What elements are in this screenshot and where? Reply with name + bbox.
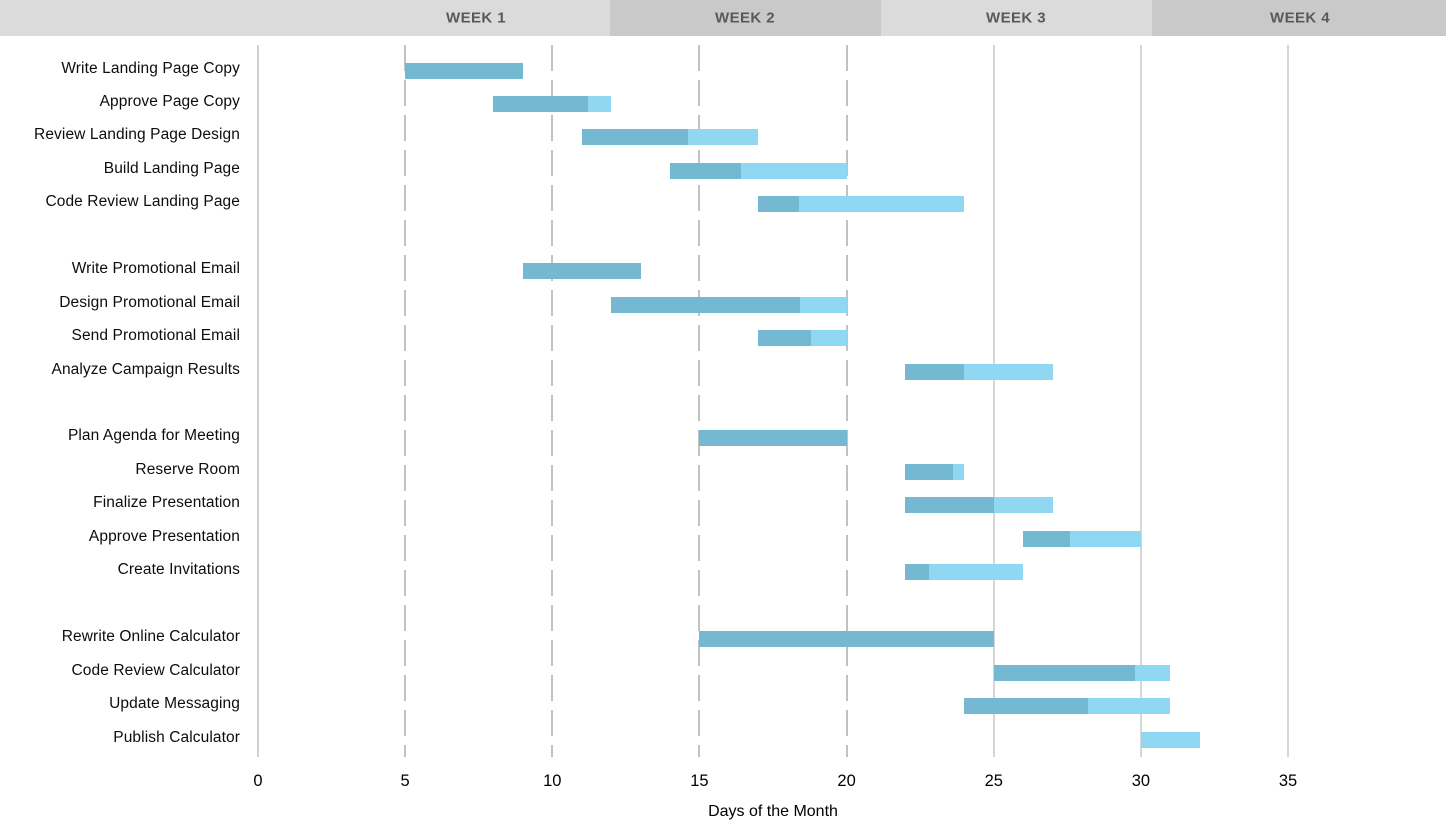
gridline-day-20 xyxy=(845,45,848,757)
week-header: WEEK 1 WEEK 2 WEEK 3 WEEK 4 xyxy=(0,0,1446,36)
task-label: Finalize Presentation xyxy=(93,494,240,512)
task-label: Plan Agenda for Meeting xyxy=(67,427,240,445)
task-bar-remaining xyxy=(799,196,965,213)
week-2-section xyxy=(610,0,881,36)
task-bar-remaining xyxy=(928,564,1024,581)
task-bar xyxy=(905,497,1053,514)
task-bar-complete xyxy=(699,430,847,447)
task-bar-remaining xyxy=(587,95,612,112)
task-bar-complete xyxy=(905,497,994,514)
gridline-day-30 xyxy=(1139,45,1142,757)
task-bar-remaining xyxy=(964,363,1053,380)
task-bar xyxy=(611,296,847,313)
week-1-section xyxy=(0,0,610,36)
gridline-day-35 xyxy=(1287,45,1290,757)
task-label: Approve Presentation xyxy=(88,527,240,545)
task-bar-remaining xyxy=(993,497,1053,514)
week-4-section xyxy=(1152,0,1446,36)
task-bar-complete xyxy=(964,698,1088,715)
task-label: Approve Page Copy xyxy=(99,92,240,110)
task-bar xyxy=(522,263,641,280)
task-bar xyxy=(1023,530,1141,547)
task-bar-remaining xyxy=(687,129,759,146)
task-bar xyxy=(758,196,965,213)
task-label: Update Messaging xyxy=(109,695,240,713)
task-bar-complete xyxy=(993,664,1135,681)
task-bar-complete xyxy=(493,95,588,112)
task-label: Create Invitations xyxy=(117,561,240,579)
task-label: Write Landing Page Copy xyxy=(61,59,240,77)
task-bar-complete xyxy=(670,162,741,179)
x-axis-tick-label: 5 xyxy=(400,772,410,790)
task-label: Build Landing Page xyxy=(103,159,240,177)
task-bar xyxy=(905,363,1053,380)
x-axis-tick-label: 20 xyxy=(837,772,856,790)
task-bar-complete xyxy=(758,196,800,213)
week-4-label: WEEK 4 xyxy=(1270,9,1330,27)
task-bar-complete xyxy=(905,363,965,380)
task-bar xyxy=(1140,731,1200,748)
task-bar-remaining xyxy=(799,296,847,313)
task-bar xyxy=(905,463,965,480)
x-axis-title: Days of the Month xyxy=(708,803,838,820)
task-bar xyxy=(964,698,1171,715)
week-1-label: WEEK 1 xyxy=(446,9,506,27)
x-axis-tick-label: 35 xyxy=(1278,772,1298,790)
task-bar xyxy=(405,62,523,79)
task-label: Analyze Campaign Results xyxy=(51,360,240,378)
task-label: Design Promotional Email xyxy=(59,293,240,311)
x-axis-tick-label: 0 xyxy=(253,772,263,790)
task-bar-remaining xyxy=(1135,664,1171,681)
x-axis-tick-label: 10 xyxy=(543,772,562,790)
task-bar-complete xyxy=(905,564,929,581)
week-2-label: WEEK 2 xyxy=(715,9,775,27)
task-bar-complete xyxy=(699,631,994,648)
week-3-label: WEEK 3 xyxy=(986,9,1046,27)
task-bar-remaining xyxy=(1070,530,1141,547)
gridline-day-10 xyxy=(551,45,554,757)
week-3-section xyxy=(881,0,1152,36)
task-bar-complete xyxy=(581,129,688,146)
task-bar xyxy=(905,564,1024,581)
task-bar-remaining xyxy=(1140,731,1200,748)
task-label: Reserve Room xyxy=(135,460,240,478)
task-bar xyxy=(699,631,994,648)
gridline-day-15 xyxy=(698,45,701,757)
task-label: Code Review Landing Page xyxy=(45,193,240,211)
task-label: Publish Calculator xyxy=(113,728,240,746)
task-bar-complete xyxy=(405,62,523,79)
task-label: Review Landing Page Design xyxy=(34,126,240,144)
task-bar-complete xyxy=(522,263,641,280)
x-axis-tick-label: 15 xyxy=(690,772,709,790)
task-label: Send Promotional Email xyxy=(71,327,240,345)
task-bar-remaining xyxy=(1087,698,1171,715)
x-axis-tick-label: 30 xyxy=(1131,772,1151,790)
task-bar xyxy=(493,95,612,112)
task-bar-complete xyxy=(611,296,800,313)
x-axis-tick-label: 25 xyxy=(984,772,1003,790)
task-bar-complete xyxy=(905,463,953,480)
task-label: Code Review Calculator xyxy=(71,661,240,679)
task-bar-complete xyxy=(758,330,812,347)
task-bar xyxy=(581,129,759,146)
gridline-day-25 xyxy=(992,45,995,757)
task-bar-complete xyxy=(1023,530,1071,547)
task-bar-remaining xyxy=(952,463,965,480)
task-bar-remaining xyxy=(811,330,847,347)
task-bar-remaining xyxy=(740,162,847,179)
gridline-day-0 xyxy=(257,45,259,757)
task-bar xyxy=(758,330,847,347)
gridline-day-5 xyxy=(404,45,407,757)
task-bar xyxy=(699,430,847,447)
task-label: Write Promotional Email xyxy=(71,260,240,278)
task-bar xyxy=(993,664,1171,681)
task-bar xyxy=(670,162,847,179)
task-label: Rewrite Online Calculator xyxy=(61,628,240,646)
